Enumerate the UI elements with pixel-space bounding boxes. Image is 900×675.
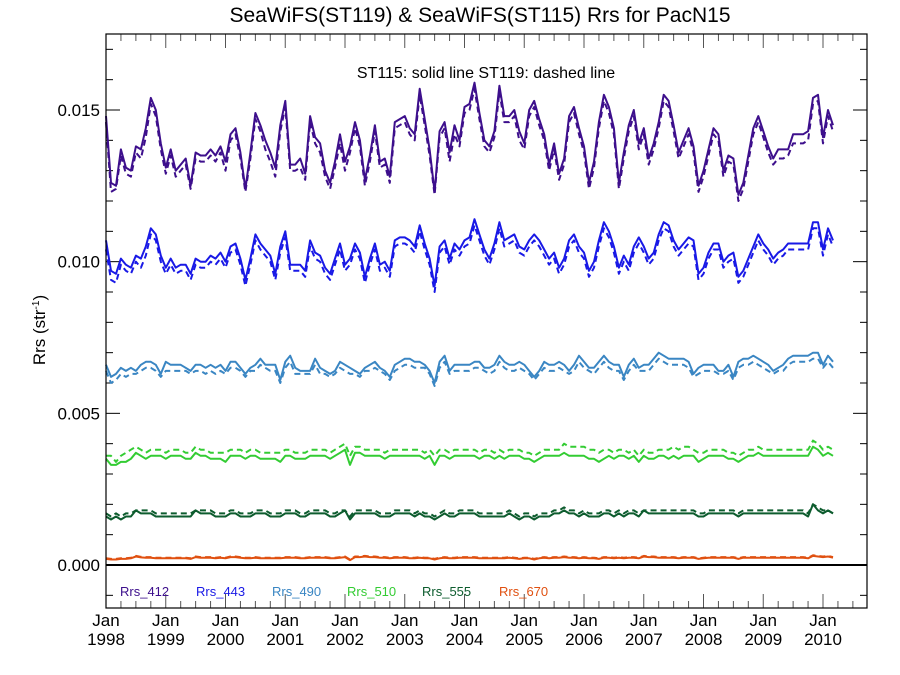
x-tick-label-year: 2008 — [685, 630, 723, 649]
x-tick-label-year: 2009 — [744, 630, 782, 649]
y-tick-label: 0.000 — [57, 556, 100, 575]
x-tick-label-month: Jan — [750, 611, 777, 630]
series-rrs-670-st115 — [105, 554, 834, 562]
y-tick-label: 0.015 — [57, 101, 100, 120]
x-tick-label-year: 2003 — [386, 630, 424, 649]
series-rrs-510-st119 — [106, 439, 834, 463]
y-axis-label-main: Rrs (str — [30, 309, 49, 365]
x-tick-label-year: 1999 — [147, 630, 185, 649]
axis-ticks — [105, 34, 867, 608]
plot-frame — [105, 33, 868, 609]
x-tick-label-month: Jan — [212, 611, 239, 630]
series-rrs-412-st119 — [105, 87, 834, 202]
svg-text:Rrs (str-1): Rrs (str-1) — [30, 295, 49, 365]
legend-entry-rrs-443: Rrs_443 — [196, 584, 245, 599]
chart-title: SeaWiFS(ST119) & SeaWiFS(ST115) Rrs for … — [229, 4, 730, 27]
y-axis-label: Rrs (str-1) — [30, 295, 49, 365]
x-tick-label-month: Jan — [92, 611, 119, 630]
legend-entry-rrs-510: Rrs_510 — [347, 584, 396, 599]
x-tick-label-year: 2007 — [625, 630, 663, 649]
x-tick-label-year: 2010 — [804, 630, 842, 649]
x-tick-label-year: 2004 — [446, 630, 484, 649]
legend-entry-rrs-412: Rrs_412 — [120, 584, 169, 599]
x-tick-label-month: Jan — [451, 611, 478, 630]
x-tick-label-month: Jan — [272, 611, 299, 630]
x-tick-label-year: 2001 — [266, 630, 304, 649]
x-tick-label-month: Jan — [331, 611, 358, 630]
series-rrs-555-st119 — [105, 503, 834, 518]
x-tick-label-month: Jan — [630, 611, 657, 630]
x-tick-label-year: 2005 — [505, 630, 543, 649]
x-tick-label-year: 2006 — [565, 630, 603, 649]
axis-tick-labels: 0.0000.0050.0100.015Jan1998Jan1999Jan200… — [57, 101, 841, 649]
y-axis-label-end: ) — [30, 295, 49, 301]
x-tick-label-month: Jan — [809, 611, 836, 630]
legend-entry-rrs-670: Rrs_670 — [499, 584, 548, 599]
x-tick-label-month: Jan — [690, 611, 717, 630]
x-tick-label-year: 2002 — [326, 630, 364, 649]
x-tick-label-year: 1998 — [87, 630, 125, 649]
x-tick-label-year: 2000 — [207, 630, 245, 649]
series-rrs-490-st115 — [105, 351, 834, 384]
y-axis-label-superscript: -1 — [31, 300, 42, 309]
x-tick-label-month: Jan — [152, 611, 179, 630]
x-tick-label-month: Jan — [391, 611, 418, 630]
series-rrs-443-st119 — [105, 224, 834, 293]
series-rrs-490-st119 — [105, 357, 834, 387]
x-tick-label-month: Jan — [570, 611, 597, 630]
legend: Rrs_412 Rrs_443 Rrs_490 Rrs_510 Rrs_555 Rrs_6… — [120, 584, 548, 599]
y-tick-label: 0.010 — [57, 253, 100, 272]
legend-entry-rrs-490: Rrs_490 — [272, 584, 321, 599]
x-tick-label-month: Jan — [511, 611, 538, 630]
line-style-annotation: ST115: solid line ST119: dashed line — [357, 65, 615, 82]
legend-entry-rrs-555: Rrs_555 — [422, 584, 471, 599]
series-rrs-555-st115 — [105, 503, 834, 521]
series-rrs-412-st115 — [105, 81, 834, 196]
series-layer — [105, 81, 834, 562]
series-rrs-510-st115 — [105, 445, 834, 466]
y-tick-label: 0.005 — [57, 404, 100, 423]
series-rrs-443-st115 — [105, 218, 834, 287]
